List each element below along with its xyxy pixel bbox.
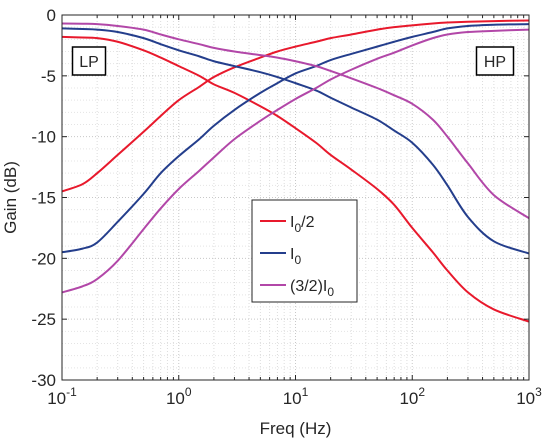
y-tick-label: -20: [31, 249, 56, 268]
annotation-hp-text: HP: [484, 54, 506, 71]
series-line-i0-2-hp: [61, 35, 530, 323]
y-tick-label: -5: [41, 67, 56, 86]
series-line-3-2-i0-lp: [61, 28, 530, 294]
series-line-i0-2-lp: [61, 19, 530, 193]
series-line-3-2-i0-hp: [61, 22, 530, 220]
y-tick-label: -25: [31, 310, 56, 329]
series-line-i0-hp: [61, 27, 530, 255]
y-tick-label: -30: [31, 371, 56, 390]
series-lines: [61, 19, 530, 323]
x-tick-label: 101: [283, 385, 309, 408]
grid-lines: [61, 14, 529, 381]
annotation-lp: LP: [71, 46, 107, 76]
x-tick-label: 10-1: [47, 385, 77, 408]
tick-labels: 10-1 100 101 102 103 0 -5 -10 -15 -20 -25 -30: [31, 6, 542, 408]
legend-label-i0: I0: [290, 246, 301, 267]
annotation-hp: HP: [475, 46, 515, 76]
series-line-i0-lp: [61, 23, 530, 254]
y-tick-label: 0: [47, 6, 56, 25]
annotation-lp-text: LP: [79, 54, 99, 71]
y-tick-label: -15: [31, 189, 56, 208]
x-tick-label: 103: [516, 385, 542, 408]
x-tick-label: 100: [166, 385, 192, 408]
legend-label-i0-2: I0/2: [290, 214, 315, 235]
x-axis-label: Freq (Hz): [260, 419, 332, 438]
legend-label-3-2-i0: (3/2)I0: [290, 278, 334, 299]
legend: I0/2 I0 (3/2)I0: [251, 199, 358, 303]
axis-ticks: [61, 14, 529, 381]
y-tick-label: -10: [31, 128, 56, 147]
y-axis-label: Gain (dB): [1, 161, 20, 234]
x-tick-label: 102: [399, 385, 425, 408]
